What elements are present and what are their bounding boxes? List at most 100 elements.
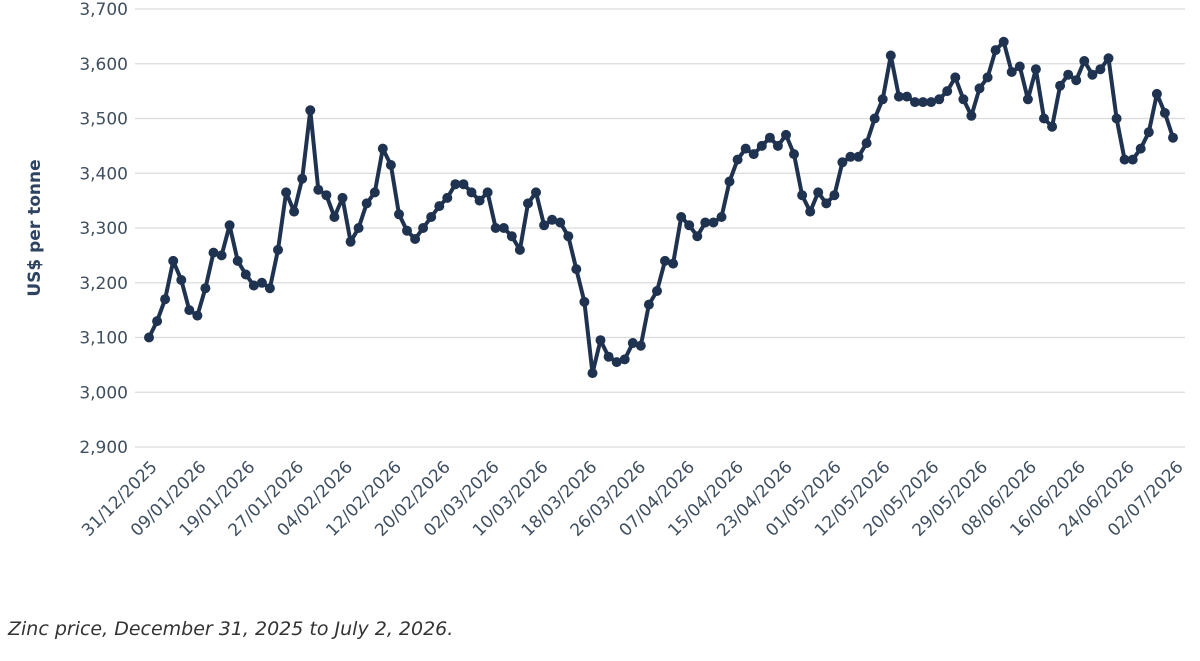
- data-point: [345, 236, 356, 247]
- data-point: [853, 151, 864, 162]
- data-point: [547, 214, 558, 225]
- data-point: [369, 187, 380, 198]
- data-point: [1159, 108, 1170, 118]
- data-point: [934, 94, 945, 105]
- data-point: [1071, 75, 1082, 86]
- data-point: [200, 283, 211, 294]
- data-point: [732, 154, 743, 165]
- data-point: [910, 97, 920, 108]
- y-tick-label: 3,700: [79, 0, 128, 20]
- data-point: [313, 184, 324, 195]
- data-point: [1055, 80, 1066, 91]
- data-point: [942, 86, 953, 97]
- data-point: [748, 149, 759, 160]
- y-tick-label: 3,600: [79, 55, 128, 75]
- data-point: [482, 187, 493, 198]
- data-point: [240, 269, 251, 280]
- data-point: [684, 220, 695, 231]
- data-point: [264, 283, 275, 294]
- data-point: [877, 94, 888, 105]
- data-point: [208, 247, 219, 258]
- data-point: [289, 206, 300, 217]
- data-point: [1168, 132, 1178, 143]
- data-point: [216, 250, 227, 261]
- data-point: [232, 255, 243, 266]
- data-point: [789, 149, 799, 160]
- data-point: [385, 160, 396, 170]
- data-point: [410, 234, 421, 244]
- data-point: [918, 97, 928, 108]
- zinc-price-chart: 2,900 3,000 3,100 3,200 3,300 3,400 3,500 3,600…: [25, 0, 1188, 541]
- data-point: [668, 258, 679, 269]
- data-point: [643, 299, 654, 310]
- data-point: [426, 212, 437, 222]
- gridlines: [135, 8, 1185, 448]
- data-point: [224, 220, 235, 231]
- y-tick-label: 2,900: [79, 438, 128, 458]
- data-point: [595, 335, 606, 346]
- data-point: [990, 45, 1001, 56]
- y-axis-ticks: 2,900 3,000 3,100 3,200 3,300 3,400 3,500 3,600…: [79, 0, 128, 458]
- data-point: [571, 264, 582, 275]
- data-point: [377, 143, 388, 154]
- data-point: [797, 190, 808, 201]
- data-point: [321, 190, 332, 201]
- data-point: [305, 105, 316, 116]
- data-point: [974, 83, 985, 94]
- data-point: [248, 280, 259, 291]
- data-point: [1111, 113, 1122, 124]
- data-point: [297, 173, 308, 184]
- data-point: [982, 72, 993, 83]
- data-point: [845, 151, 856, 162]
- data-point: [160, 294, 171, 305]
- data-point: [1143, 127, 1154, 138]
- data-point: [394, 209, 404, 220]
- data-point: [619, 354, 630, 365]
- data-point: [281, 187, 292, 198]
- data-point: [442, 192, 453, 203]
- data-point: [708, 217, 719, 228]
- data-point: [700, 217, 711, 228]
- data-point: [692, 231, 703, 242]
- data-point: [498, 223, 509, 233]
- data-point: [1047, 121, 1058, 132]
- data-point: [563, 231, 574, 242]
- data-point: [273, 244, 283, 255]
- data-point: [531, 187, 541, 198]
- data-point: [901, 91, 912, 102]
- data-point: [353, 223, 364, 233]
- data-point: [523, 198, 533, 209]
- data-point: [1022, 94, 1033, 105]
- y-tick-label: 3,500: [79, 110, 128, 130]
- data-point: [144, 332, 154, 343]
- data-point: [329, 212, 340, 222]
- data-point: [192, 310, 203, 321]
- data-point: [1063, 69, 1074, 80]
- data-point: [764, 132, 775, 143]
- data-point: [861, 138, 872, 149]
- y-tick-label: 3,000: [79, 383, 128, 403]
- data-point: [184, 305, 195, 316]
- price-series: [144, 36, 1178, 379]
- data-point: [950, 72, 961, 83]
- chart-caption: Zinc price, December 31, 2025 to July 2,…: [8, 618, 454, 640]
- y-tick-label: 3,400: [79, 164, 128, 184]
- y-tick-label: 3,100: [79, 329, 128, 349]
- data-point: [603, 351, 614, 362]
- data-point: [539, 220, 550, 231]
- data-point: [627, 338, 638, 348]
- y-tick-label: 3,300: [79, 219, 128, 239]
- data-point: [893, 91, 904, 102]
- data-point: [256, 277, 267, 288]
- data-point: [555, 217, 566, 228]
- data-point: [361, 198, 372, 209]
- data-point: [450, 179, 461, 190]
- data-point: [1127, 154, 1138, 165]
- y-axis-label: US$ per tonne: [25, 159, 45, 296]
- data-point: [168, 255, 179, 266]
- data-point: [740, 143, 751, 154]
- x-axis-ticks: 31/12/202509/01/202619/01/202627/01/2026…: [78, 457, 1187, 540]
- data-point: [676, 212, 687, 222]
- series-line: [147, 39, 1175, 376]
- data-point: [885, 50, 896, 61]
